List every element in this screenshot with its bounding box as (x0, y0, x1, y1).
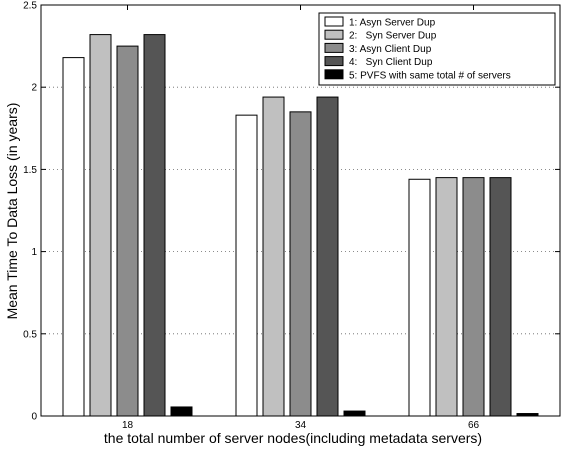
legend-entry: 5: PVFS with same total # of servers (349, 70, 511, 81)
bar-series-2-66 (435, 177, 458, 417)
bar-series-2-34 (262, 96, 285, 417)
bar-series-1-66 (408, 178, 431, 417)
legend-box (318, 12, 556, 86)
bar-series-1-18 (62, 57, 85, 417)
bar-series-4-34 (316, 96, 339, 417)
legend-swatch (324, 56, 344, 67)
x-tick-label: 18 (122, 420, 134, 431)
legend-entry: 3: Asyn Client Dup (349, 44, 432, 55)
y-tick-label: 0 (31, 412, 37, 423)
legend-entry: 1: Asyn Server Dup (349, 18, 436, 29)
y-axis-label: Mean Time To Data Loss (in years) (4, 103, 20, 320)
bar-series-5-18 (170, 406, 193, 417)
legend-swatch (324, 29, 344, 40)
legend-swatch (324, 69, 344, 80)
bar-series-3-66 (462, 177, 485, 417)
bar-series-1-34 (235, 114, 258, 417)
legend: 1: Asyn Server Dup 2: Syn Server Dup 3: As… (318, 12, 556, 86)
legend-entry: 4: Syn Client Dup (349, 57, 433, 68)
legend-swatch (324, 16, 344, 27)
y-tick-label: 1 (31, 247, 37, 258)
bar-series-5-66 (516, 413, 539, 417)
y-tick-label: 0.5 (23, 329, 37, 340)
y-tick-label: 2.5 (23, 1, 37, 12)
bar-series-5-34 (343, 410, 366, 417)
y-tick-label: 1.5 (23, 165, 37, 176)
bar-series-4-66 (489, 177, 512, 417)
bar-series-4-18 (143, 34, 166, 417)
x-tick-label: 34 (295, 420, 307, 431)
bar-series-3-18 (116, 45, 139, 417)
legend-entry: 2: Syn Server Dup (349, 31, 437, 42)
bars (62, 34, 539, 417)
y-axis-ticks: 0 0.5 1 1.5 2 2.5 (23, 1, 560, 423)
x-axis-label: the total number of server nodes(includi… (104, 430, 482, 446)
bar-series-3-34 (289, 111, 312, 417)
legend-swatch (324, 42, 344, 53)
x-tick-label: 66 (468, 420, 480, 431)
bar-series-2-18 (89, 34, 112, 417)
y-tick-label: 2 (31, 83, 37, 94)
